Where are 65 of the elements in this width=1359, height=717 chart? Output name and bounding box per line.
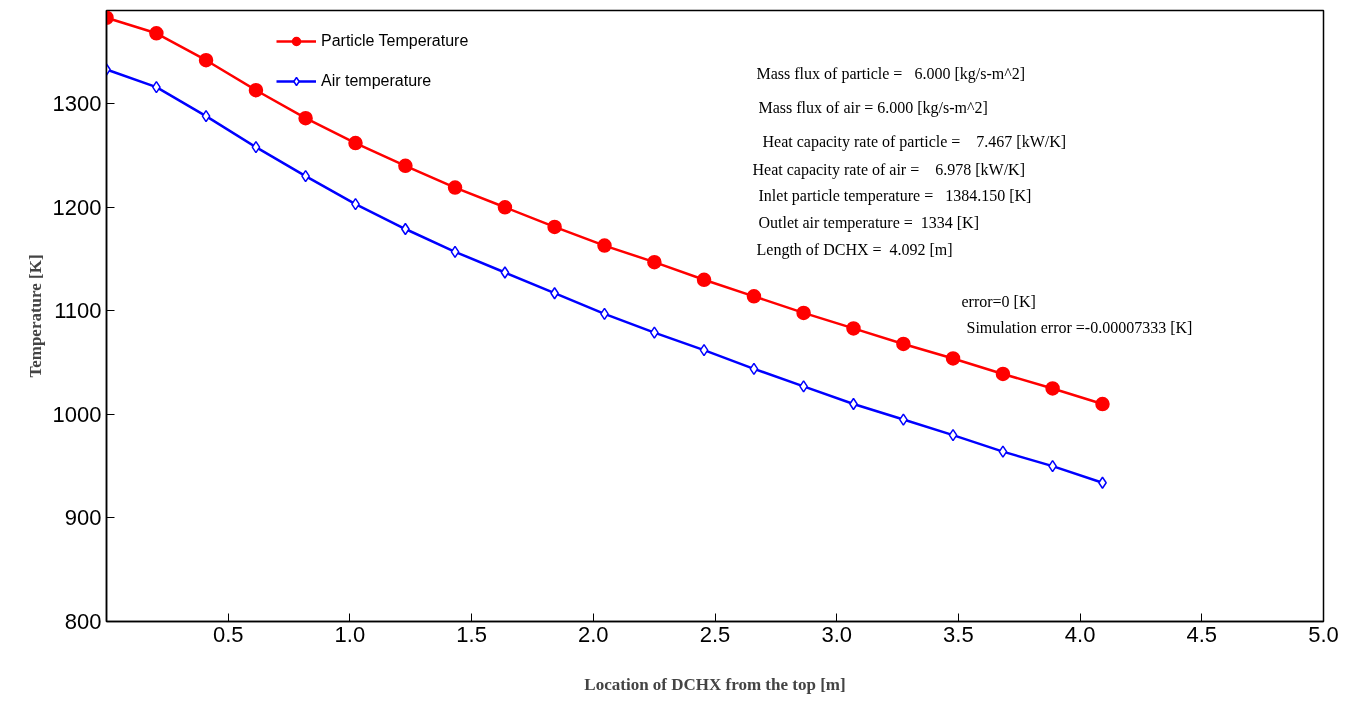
x-tick-label: 1.5 (456, 621, 487, 647)
point (1095, 396, 1110, 412)
point (998, 445, 1008, 458)
y-tick-label: 1100 (54, 298, 102, 324)
x-tick-label: 2.5 (699, 621, 731, 647)
y-tick-label: 1000 (52, 401, 102, 427)
annotation: Mass flux of air = 6.000 [kg/s-m^2] (758, 98, 988, 117)
point (398, 158, 413, 174)
point (749, 362, 759, 376)
x-tick-label: 5.0 (1308, 621, 1339, 647)
point (647, 254, 662, 270)
y-tick-label: 1300 (52, 91, 102, 117)
annotation: Heat capacity rate of particle = 7.467 [kW/K] (762, 132, 1067, 151)
annotation: error=0 [K] (961, 292, 1036, 310)
point (400, 222, 410, 236)
point (447, 180, 463, 195)
point (948, 428, 958, 442)
legend-label: Air temperature (321, 72, 432, 90)
x-tick-label: 0.5 (212, 621, 244, 647)
point (149, 26, 164, 41)
point (301, 169, 311, 183)
x-tick-label: 4.0 (1064, 621, 1096, 647)
point (550, 286, 560, 300)
point (497, 200, 513, 215)
point (699, 343, 709, 357)
point (450, 245, 460, 259)
point (846, 321, 861, 336)
x-tick-label: 4.5 (1186, 621, 1218, 647)
point (201, 109, 211, 123)
annotation: Outlet air temperature = 1334 [K] (758, 213, 979, 232)
y-tick-label: 800 (64, 609, 102, 634)
point (348, 135, 363, 151)
point (597, 238, 612, 253)
x-tick-label: 3.0 (821, 621, 852, 647)
annotation: Simulation error =-0.00007333 [K] (966, 318, 1193, 336)
point (298, 110, 313, 126)
x-axis-title: Location of DCHX from the top [m] (584, 674, 846, 694)
annotation: Inlet particle temperature = 1384.150 [K] (758, 186, 1032, 205)
point (1045, 381, 1060, 396)
point (198, 52, 214, 68)
point (500, 266, 510, 279)
point (547, 219, 562, 235)
legend-label: Particle Temperature (321, 32, 469, 50)
point (995, 366, 1011, 382)
point (945, 351, 961, 366)
point (799, 380, 809, 393)
point (796, 305, 811, 321)
point (649, 326, 659, 339)
annotation: Length of DCHX = 4.092 [m] (756, 240, 953, 259)
y-tick-label: 900 (64, 505, 102, 531)
annotation: Mass flux of particle = 6.000 [kg/s-m^2] (756, 64, 1025, 83)
y-tick-label: 1200 (52, 194, 102, 220)
x-tick-label: 1.0 (334, 621, 366, 647)
point (251, 140, 261, 154)
point (151, 80, 161, 94)
point (696, 272, 712, 287)
annotation: Heat capacity rate of air = 6.978 [kW/K] (752, 160, 1025, 179)
point (896, 336, 911, 352)
point (248, 83, 264, 98)
point (1048, 459, 1058, 473)
point (746, 289, 762, 304)
x-tick-label: 2.0 (578, 621, 609, 647)
point (898, 413, 908, 426)
x-tick-label: 3.5 (943, 621, 974, 647)
y-axis-title: Temperature [K] (25, 254, 45, 378)
